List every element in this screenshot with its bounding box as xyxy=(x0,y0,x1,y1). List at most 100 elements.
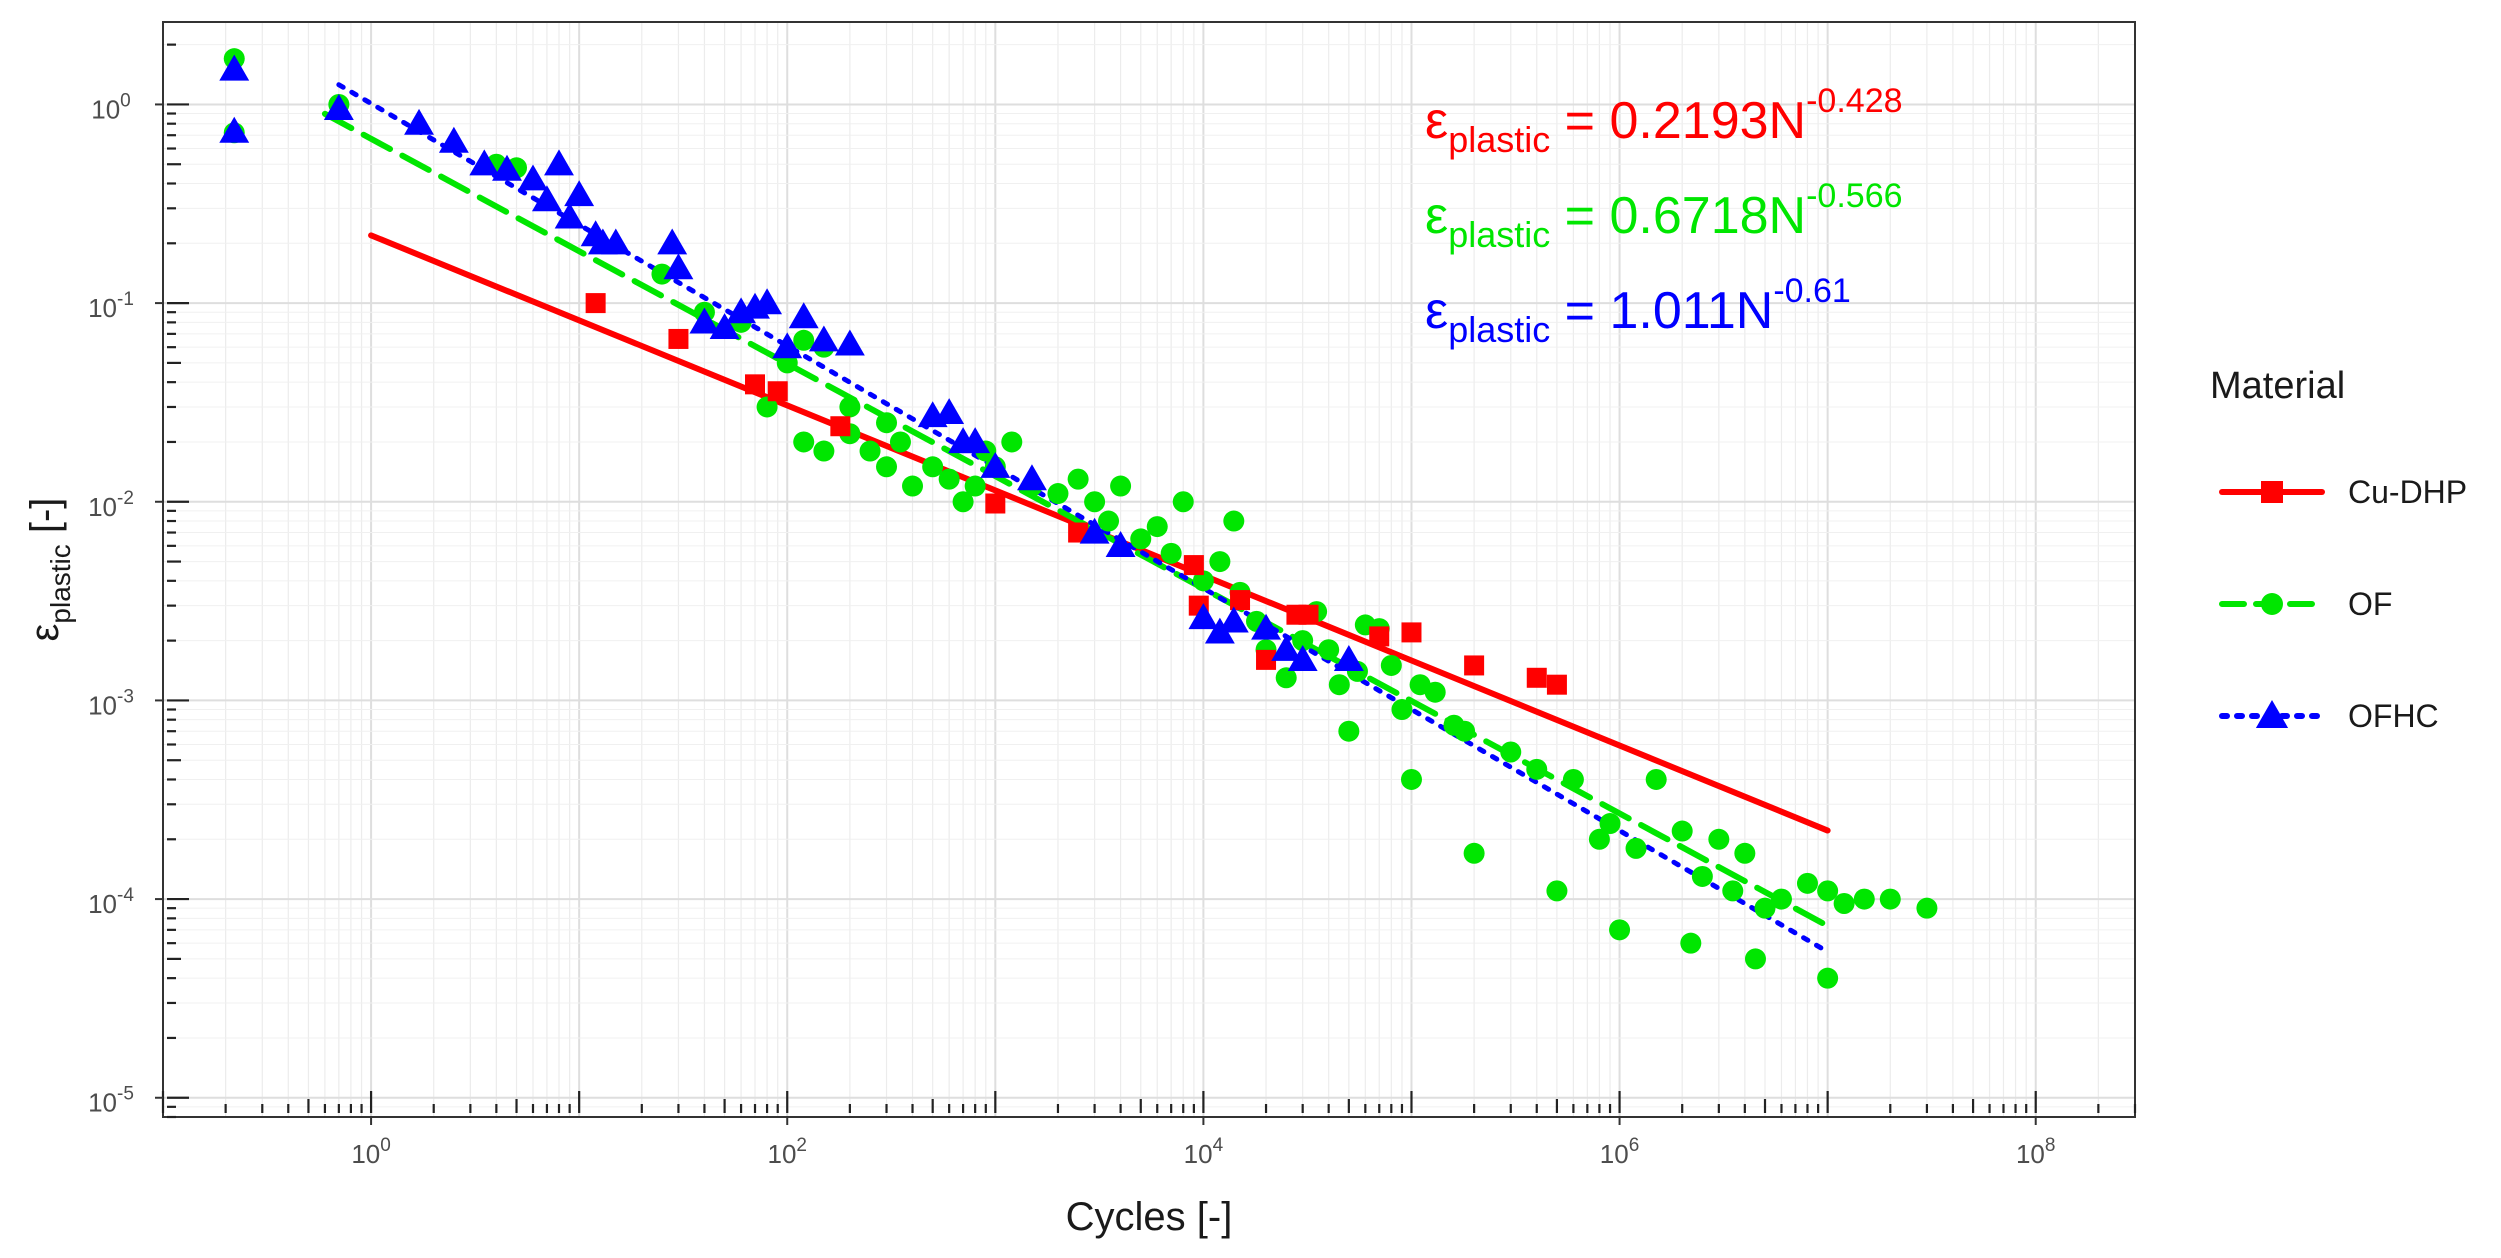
data-point-of xyxy=(1609,919,1631,941)
equation-rhs: = 0.6718N xyxy=(1550,187,1806,245)
data-point-ofhc xyxy=(980,451,1011,478)
data-point-of xyxy=(1328,674,1350,696)
y-tick-label: 10-4 xyxy=(88,885,134,919)
series-ofhc xyxy=(219,54,1364,671)
data-point-of xyxy=(1744,948,1766,970)
data-point-of xyxy=(1146,516,1168,538)
data-points xyxy=(219,48,1938,989)
data-point-ofhc xyxy=(934,398,965,425)
y-axis-title: εplastic [-] xyxy=(23,498,76,642)
data-point-of xyxy=(1599,813,1621,835)
data-point-of xyxy=(1192,570,1214,592)
equation-lhs: ε xyxy=(1425,92,1448,150)
data-point-of xyxy=(839,396,861,418)
y-tick-label: 10-2 xyxy=(88,488,134,522)
y-tick-exp: -5 xyxy=(117,1084,134,1105)
data-point-of xyxy=(1454,720,1476,742)
y-axis-title-base: ε xyxy=(23,623,67,641)
y-tick-label: 100 xyxy=(91,90,131,124)
data-point-of xyxy=(1546,880,1568,902)
data-point-of xyxy=(1680,932,1702,954)
data-point-ofhc xyxy=(709,313,740,340)
data-point-of xyxy=(859,440,881,462)
data-point-of xyxy=(1047,483,1069,505)
legend-key-marker xyxy=(2255,700,2289,728)
data-point-of xyxy=(1209,551,1231,573)
data-point-of xyxy=(1172,491,1194,513)
x-tick-exp: 8 xyxy=(2045,1135,2056,1156)
legend-item-ofhc: OFHC xyxy=(2219,698,2439,734)
data-point-of xyxy=(952,491,974,513)
x-tick-label: 102 xyxy=(767,1135,807,1169)
x-tick-base: 10 xyxy=(1600,1139,1629,1169)
legend-key-marker xyxy=(2261,593,2283,615)
data-point-cu-dhp xyxy=(1298,604,1319,625)
plot-border xyxy=(162,21,2136,1118)
legend-label: Cu-DHP xyxy=(2348,474,2467,510)
y-tick-exp: -4 xyxy=(117,885,134,906)
x-axis-title: Cycles [-] xyxy=(1066,1195,1233,1239)
y-tick-label: 10-3 xyxy=(88,686,134,720)
y-tick-exp: -1 xyxy=(117,289,134,310)
data-point-cu-dhp xyxy=(1183,555,1204,576)
data-point-ofhc xyxy=(689,307,720,334)
data-point-of xyxy=(1110,475,1132,497)
equation-exp: -0.428 xyxy=(1806,82,1902,120)
equation-ofhc: εplastic = 1.011N-0.61 xyxy=(1425,272,1851,350)
legend: Material Cu-DHP OF OFHC xyxy=(2210,365,2467,734)
data-point-cu-dhp xyxy=(1230,590,1251,611)
equation-sub: plastic xyxy=(1448,309,1550,350)
x-tick-base: 10 xyxy=(1184,1139,1213,1169)
y-tick-exp: -2 xyxy=(117,488,134,509)
equation-rhs: = 0.2193N xyxy=(1550,92,1806,150)
data-point-cu-dhp xyxy=(585,293,606,314)
data-point-of xyxy=(813,440,835,462)
data-point-of xyxy=(1001,431,1023,453)
data-point-ofhc xyxy=(1105,531,1136,557)
data-point-ofhc xyxy=(1188,603,1219,630)
data-point-of xyxy=(1391,699,1413,721)
data-point-of xyxy=(938,468,960,490)
data-point-ofhc xyxy=(663,253,694,280)
data-point-ofhc xyxy=(1204,617,1235,644)
data-point-of xyxy=(1833,893,1855,915)
x-tick-exp: 2 xyxy=(796,1135,807,1156)
y-axis-title-suffix: [-] xyxy=(23,498,67,545)
data-point-of xyxy=(1817,880,1839,902)
data-point-ofhc xyxy=(772,332,803,359)
legend-item-of: OF xyxy=(2219,586,2392,622)
data-point-cu-dhp xyxy=(1401,622,1422,643)
equation-lhs: ε xyxy=(1425,187,1448,245)
data-point-cu-dhp xyxy=(1369,626,1390,647)
data-point-ofhc xyxy=(1287,645,1318,671)
data-point-of xyxy=(1754,897,1776,919)
equation-sub: plastic xyxy=(1448,214,1550,255)
data-point-cu-dhp xyxy=(830,416,851,437)
data-point-of xyxy=(1400,768,1422,790)
data-point-ofhc xyxy=(808,325,839,352)
y-tick-base: 10 xyxy=(91,94,120,124)
data-point-cu-dhp xyxy=(1068,522,1089,543)
data-point-of xyxy=(1796,872,1818,894)
data-point-of xyxy=(1722,880,1744,902)
data-point-of xyxy=(1292,630,1314,652)
data-point-of xyxy=(1318,639,1340,661)
y-tick-base: 10 xyxy=(88,293,117,323)
data-point-of xyxy=(1562,768,1584,790)
x-tick-label: 100 xyxy=(351,1135,391,1169)
data-point-of xyxy=(1526,758,1548,780)
fit-line-ofhc xyxy=(336,82,1831,955)
data-point-ofhc xyxy=(404,108,434,135)
data-point-cu-dhp xyxy=(1526,667,1547,688)
data-point-ofhc xyxy=(1271,634,1302,661)
data-point-cu-dhp xyxy=(1546,674,1567,695)
data-point-of xyxy=(889,431,911,453)
data-point-ofhc xyxy=(219,116,250,143)
data-point-ofhc xyxy=(518,164,548,191)
data-point-of xyxy=(1879,888,1901,910)
data-point-of xyxy=(1671,820,1693,842)
data-point-of xyxy=(1380,654,1402,676)
data-point-ofhc xyxy=(492,154,522,181)
